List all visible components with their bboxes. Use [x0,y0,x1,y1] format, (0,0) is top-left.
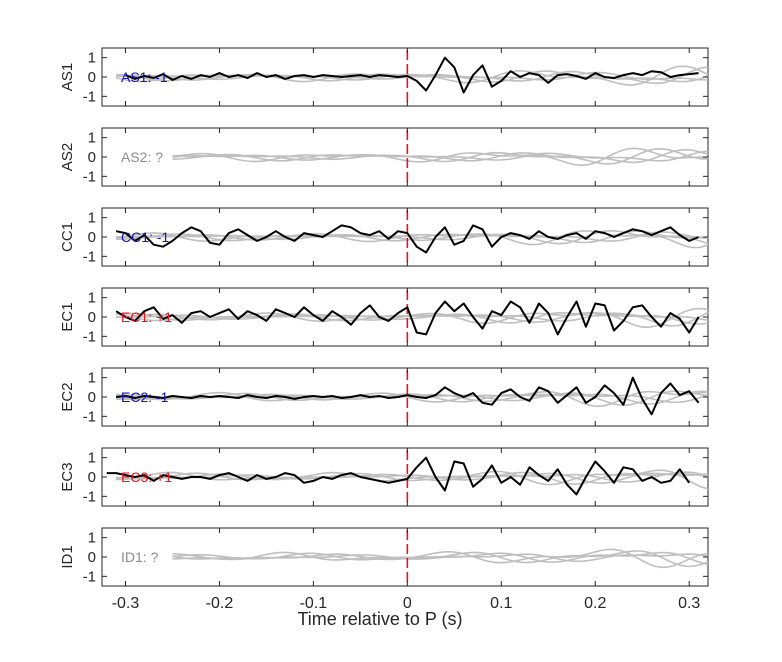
y-axis-label: EC1 [59,302,76,331]
polarity-annotation: AS2: ? [121,149,163,165]
y-axis-label: EC2 [59,382,76,411]
x-tick-label: -0.2 [206,595,234,612]
signal-trace [115,224,699,254]
signal-trace [125,56,699,94]
y-tick-label: 1 [88,290,96,307]
background-trace [115,307,709,329]
background-trace [172,148,709,164]
signal-trace [115,376,700,416]
polarity-annotation: AS1: -1 [121,69,168,85]
polarity-annotation: ID1: ? [121,549,159,565]
y-tick-label: 1 [88,210,96,227]
background-trace [172,147,709,165]
y-tick-label: 0 [88,389,96,406]
y-tick-label: 0 [88,229,96,246]
y-tick-label: 1 [88,130,96,147]
x-tick-label: -0.3 [112,595,140,612]
polarity-annotation: EC1: +1 [121,309,172,325]
y-tick-label: -1 [83,408,96,425]
background-trace [172,548,709,569]
polarity-annotation: EC2: -1 [121,389,169,405]
background-trace [116,231,709,242]
panel-ec1: -1 0 1 EC1 EC1: +1 [59,287,709,347]
x-tick-label: -0.1 [300,595,328,612]
y-tick-label: 0 [88,309,96,326]
y-axis-label: AS1 [59,63,76,91]
y-tick-label: -1 [83,168,96,185]
y-tick-label: -1 [83,488,96,505]
y-axis-label: EC3 [59,462,76,491]
background-trace [172,550,709,568]
y-axis-label: ID1 [59,545,76,568]
y-tick-label: -1 [83,88,96,105]
x-tick-label: 0.3 [678,595,700,612]
background-trace [116,390,709,408]
y-tick-label: 0 [88,149,96,166]
y-axis-label: AS2 [59,143,76,171]
y-tick-label: 1 [88,450,96,467]
panel-cc1: -1 0 1 CC1 CC1: -1 [59,207,709,267]
x-tick-label: 0.1 [490,595,512,612]
panel-as1: -1 0 1 AS1 AS1: -1 [59,47,709,107]
polarity-annotation: CC1: -1 [121,229,169,245]
background-trace [116,469,709,490]
y-tick-label: 1 [88,50,96,67]
signal-trace [106,456,691,496]
y-tick-label: -1 [83,248,96,265]
y-tick-label: 0 [88,69,96,86]
y-tick-label: -1 [83,568,96,585]
y-tick-label: 0 [88,469,96,486]
x-tick-label: 0 [403,595,412,612]
y-tick-label: 0 [88,549,96,566]
polarity-annotation: EC3: +1 [121,469,172,485]
y-tick-label: 1 [88,370,96,387]
x-tick-label: 0.2 [584,595,606,612]
background-trace [172,147,709,167]
y-tick-label: -1 [83,328,96,345]
panel-ec3: -1 0 1 EC3 EC3: +1 [59,447,709,507]
panel-as2: -1 0 1 AS2 AS2: ? [59,127,709,187]
y-axis-label: CC1 [59,222,76,252]
signal-trace [115,300,700,336]
y-tick-label: 1 [88,530,96,547]
panel-id1: -1 0 1 ID1 ID1: ? [59,527,709,587]
panel-ec2: -1 0 1 EC2 EC2: -1 [59,367,709,427]
